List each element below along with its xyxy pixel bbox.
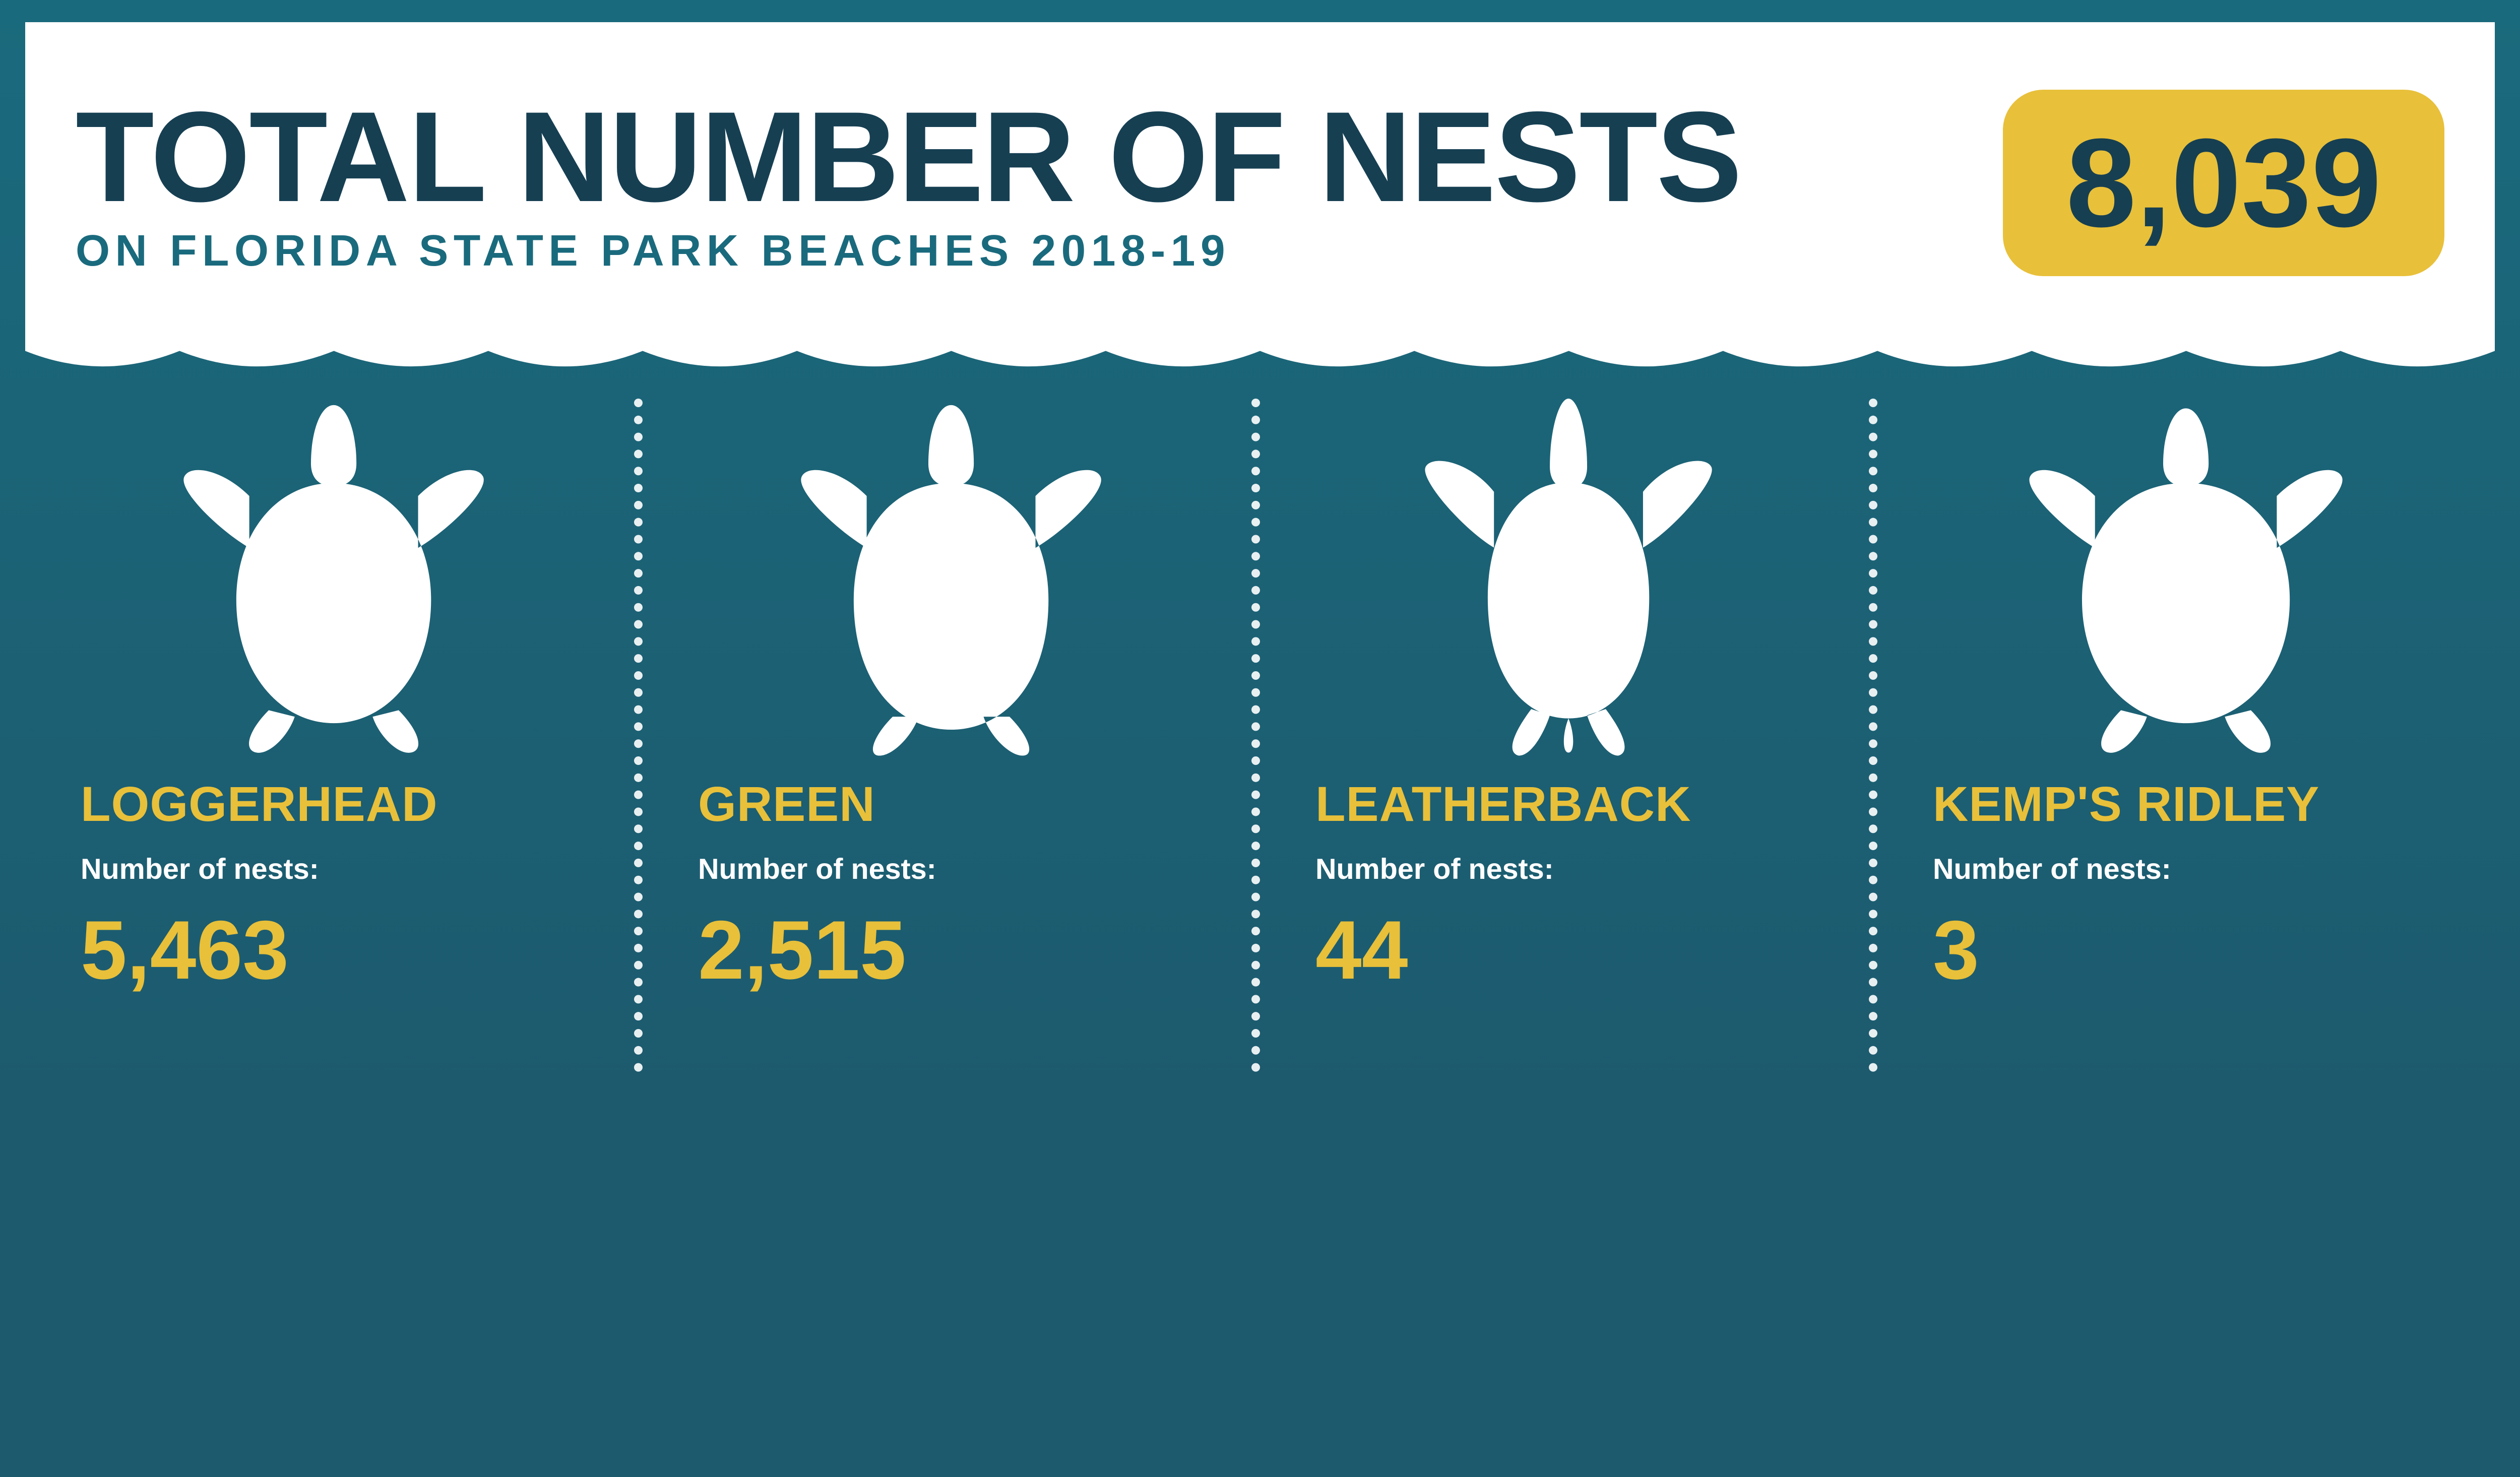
total-badge: 8,039 [2003, 90, 2444, 276]
species-column: LEATHERBACK Number of nests: 44 [1260, 399, 1877, 1085]
wave-divider [25, 343, 2495, 382]
turtle-icon [789, 399, 1113, 756]
species-name: LOGGERHEAD [81, 776, 438, 832]
nests-label: Number of nests: [1315, 853, 1554, 886]
turtle-icon-wrap [1933, 399, 2439, 756]
turtle-icon [171, 399, 496, 756]
turtle-icon [1413, 399, 1724, 756]
nests-count: 2,515 [698, 909, 906, 992]
species-name: KEMP'S RIDLEY [1933, 776, 2319, 832]
header-title: TOTAL NUMBER OF NESTS [76, 93, 1956, 221]
turtle-icon-wrap [698, 399, 1205, 756]
species-column: KEMP'S RIDLEY Number of nests: 3 [1877, 399, 2495, 1085]
header-banner: TOTAL NUMBER OF NESTS ON FLORIDA STATE P… [25, 22, 2495, 343]
species-name: LEATHERBACK [1315, 776, 1691, 832]
header-text-block: TOTAL NUMBER OF NESTS ON FLORIDA STATE P… [76, 93, 1956, 273]
turtle-icon-wrap [81, 399, 587, 756]
nests-label: Number of nests: [1933, 853, 2171, 886]
species-column: LOGGERHEAD Number of nests: 5,463 [25, 399, 643, 1085]
species-name: GREEN [698, 776, 875, 832]
header-subtitle: ON FLORIDA STATE PARK BEACHES 2018-19 [76, 229, 1956, 273]
nests-label: Number of nests: [698, 853, 936, 886]
nests-infographic: TOTAL NUMBER OF NESTS ON FLORIDA STATE P… [0, 0, 2520, 1108]
wave-icon [25, 343, 2495, 382]
turtle-icon [2024, 399, 2348, 756]
species-columns: LOGGERHEAD Number of nests: 5,463 GREEN … [25, 399, 2495, 1085]
turtle-icon-wrap [1315, 399, 1822, 756]
nests-count: 5,463 [81, 909, 289, 992]
nests-count: 3 [1933, 909, 1979, 992]
species-column: GREEN Number of nests: 2,515 [643, 399, 1260, 1085]
nests-count: 44 [1315, 909, 1408, 992]
nests-label: Number of nests: [81, 853, 319, 886]
